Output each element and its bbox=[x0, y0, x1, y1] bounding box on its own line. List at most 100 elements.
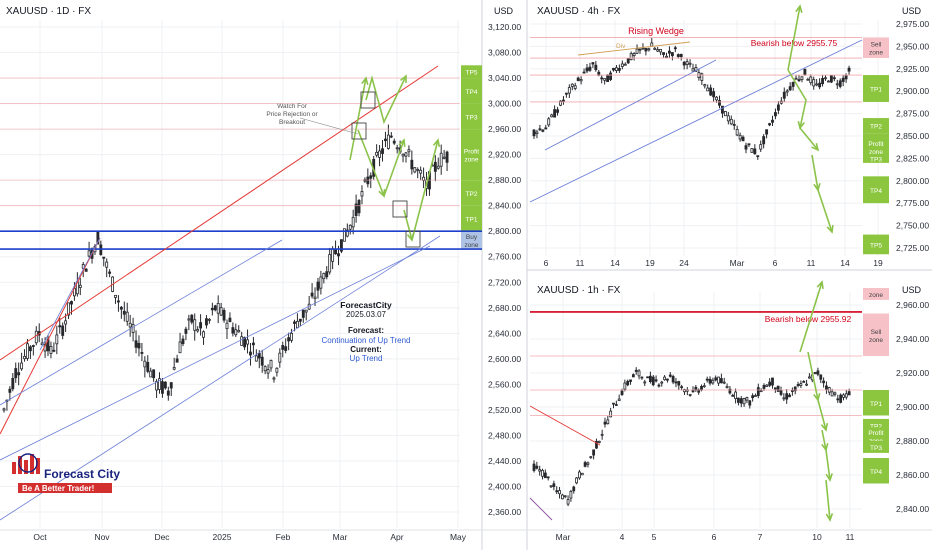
x-tick-label: 6 bbox=[773, 258, 778, 268]
candle-body bbox=[225, 322, 229, 329]
candle-body bbox=[788, 86, 792, 91]
candle-body bbox=[635, 48, 639, 54]
candle-body bbox=[210, 307, 214, 311]
candle-body bbox=[654, 379, 658, 382]
x-tick-label: 4 bbox=[620, 532, 625, 542]
chart-title: XAUUSD · 4h · FX bbox=[537, 6, 621, 17]
candle-body bbox=[378, 150, 382, 158]
zone-label: Profit bbox=[868, 430, 883, 437]
candle-body bbox=[612, 67, 615, 71]
candle-body bbox=[585, 67, 589, 72]
y-tick-label: 2,860.00 bbox=[896, 470, 929, 480]
candle-body bbox=[340, 239, 343, 252]
x-tick-label: 7 bbox=[758, 532, 763, 542]
zone-profit bbox=[863, 118, 889, 134]
candle-body bbox=[821, 78, 824, 85]
candle-body bbox=[838, 80, 842, 87]
candle-body bbox=[612, 402, 615, 405]
candle-body bbox=[668, 50, 671, 54]
candle-body bbox=[328, 254, 332, 273]
x-tick-label: Oct bbox=[33, 532, 47, 542]
zone-profit bbox=[863, 234, 889, 255]
candle-body bbox=[731, 394, 735, 397]
channel-inner-line bbox=[0, 239, 283, 406]
x-tick-label: 11 bbox=[846, 532, 855, 542]
channel-blue-line bbox=[39, 237, 101, 351]
candle-body bbox=[196, 329, 200, 332]
candle-body bbox=[175, 358, 179, 363]
zone-profit bbox=[461, 78, 482, 104]
zone-profit bbox=[461, 180, 482, 206]
candle-body bbox=[96, 232, 100, 245]
candle-body bbox=[708, 378, 712, 384]
logo-bar-icon bbox=[12, 462, 16, 474]
watch-box bbox=[405, 230, 421, 248]
candle-body bbox=[726, 115, 730, 122]
candle-body bbox=[416, 169, 420, 171]
forecast-arrow-head bbox=[361, 76, 369, 85]
y-tick-label: 2,520.00 bbox=[488, 405, 521, 415]
candle-body bbox=[538, 469, 542, 472]
candle-body bbox=[172, 367, 176, 370]
candle-body bbox=[301, 309, 305, 318]
candle-body bbox=[688, 394, 692, 396]
candle-body bbox=[375, 151, 379, 156]
candle-body bbox=[290, 332, 293, 341]
candle-body bbox=[638, 48, 642, 51]
y-tick-label: 2,875.00 bbox=[896, 109, 929, 119]
candle-body bbox=[666, 378, 669, 381]
candle-body bbox=[735, 129, 739, 136]
candle-body bbox=[251, 342, 255, 346]
candle-body bbox=[606, 419, 610, 425]
h4-forecast-arrow bbox=[799, 127, 819, 151]
candle-body bbox=[797, 79, 801, 82]
candle-body bbox=[741, 136, 745, 142]
x-tick-label: 24 bbox=[679, 258, 689, 268]
candle-body bbox=[657, 384, 661, 387]
candle-body bbox=[342, 228, 346, 242]
panel-h1: 2,960.00 2,940.00 2,920.00 2,900.00 2,880.00… bbox=[530, 285, 929, 542]
zone-sell bbox=[863, 313, 889, 356]
candle-body bbox=[17, 372, 21, 376]
candle-body bbox=[81, 264, 85, 269]
candle-body bbox=[691, 68, 695, 72]
candle-body bbox=[839, 394, 843, 403]
candle-body bbox=[442, 156, 446, 159]
candle-body bbox=[23, 355, 26, 360]
candle-body bbox=[2, 408, 6, 411]
candle-body bbox=[759, 144, 763, 150]
candle-body bbox=[55, 334, 59, 345]
candle-body bbox=[588, 66, 592, 71]
h1-forecast-arrow-head bbox=[825, 513, 834, 522]
logo-globe-icon bbox=[18, 453, 38, 473]
candle-body bbox=[31, 345, 35, 347]
candle-body bbox=[357, 200, 361, 214]
candle-body bbox=[163, 381, 167, 389]
h4-divergence-line bbox=[577, 41, 691, 56]
candle-body bbox=[137, 342, 141, 349]
candle-body bbox=[404, 152, 408, 157]
h1-bearish-label: Bearish below 2955.92 bbox=[765, 314, 852, 324]
candle-body bbox=[237, 330, 241, 333]
candle-body bbox=[631, 374, 635, 378]
candle-body bbox=[776, 385, 780, 392]
y-tick-label: 2,960.00 bbox=[488, 124, 521, 134]
h4-bearish-label: Bearish below 2955.75 bbox=[751, 38, 838, 48]
candle-body bbox=[131, 324, 135, 333]
candle-body bbox=[722, 381, 726, 384]
y-tick-label: 2,880.00 bbox=[488, 175, 521, 185]
candle-body bbox=[711, 379, 715, 384]
watch-box bbox=[351, 122, 367, 140]
candle-body bbox=[555, 490, 559, 493]
candle-body bbox=[768, 381, 772, 386]
candle-body bbox=[647, 48, 651, 51]
zone-label: zone bbox=[869, 149, 883, 156]
candle-body bbox=[759, 390, 763, 393]
candle-body bbox=[768, 123, 771, 126]
candle-body bbox=[345, 229, 349, 237]
candle-body bbox=[178, 341, 182, 354]
candle-body bbox=[818, 82, 822, 88]
zone-label: TP3 bbox=[870, 156, 882, 163]
candle-body bbox=[535, 465, 539, 469]
candle-body bbox=[149, 370, 153, 378]
